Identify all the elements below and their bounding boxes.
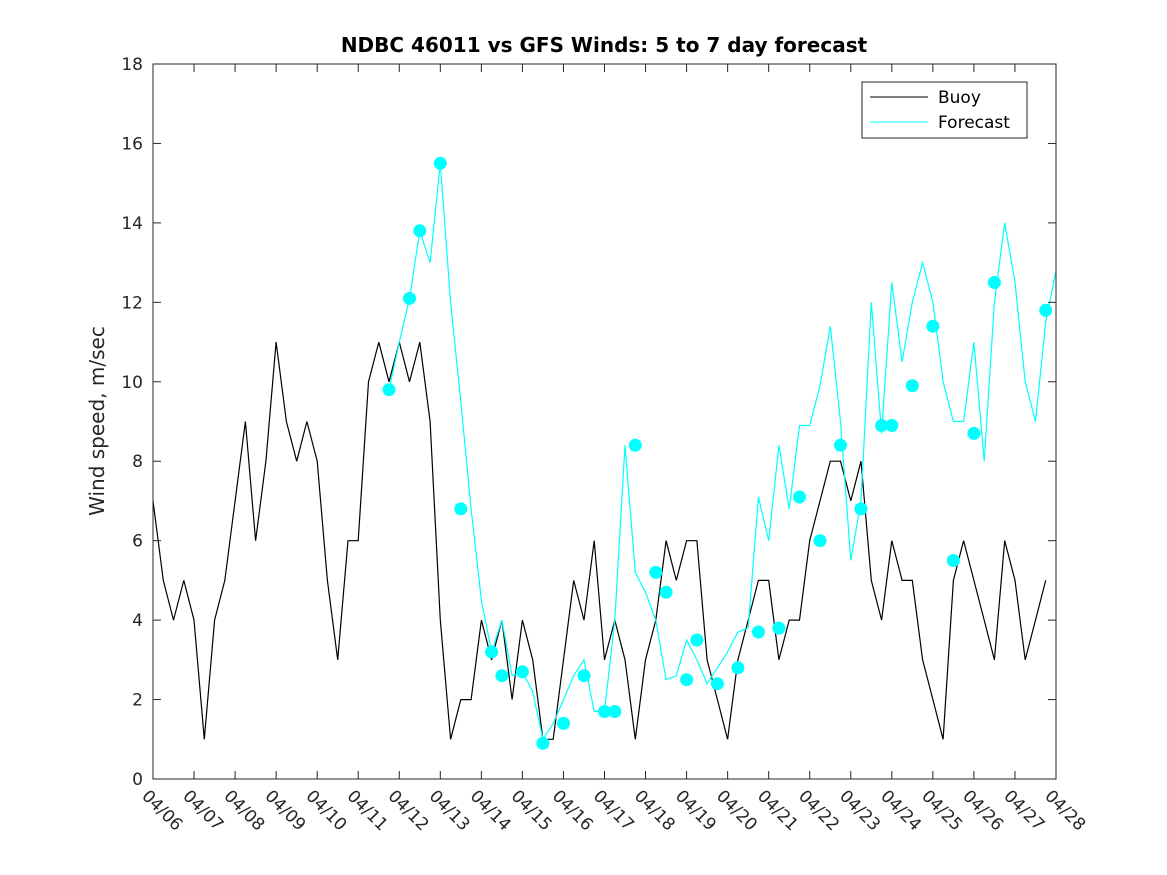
- forecast-markers: [382, 156, 1053, 750]
- y-tick-label: 16: [121, 134, 143, 154]
- forecast-point: [926, 319, 940, 333]
- forecast-point: [495, 669, 509, 683]
- forecast-point: [834, 438, 847, 452]
- y-tick-label: 2: [132, 691, 143, 711]
- forecast-point: [946, 554, 960, 567]
- y-tick-label: 12: [121, 293, 143, 313]
- series-line-forecast: [388, 163, 1057, 741]
- forecast-point: [608, 705, 622, 718]
- y-tick-label: 8: [132, 452, 143, 472]
- forecast-point: [598, 705, 611, 718]
- forecast-point: [813, 534, 827, 548]
- forecast-point: [751, 625, 765, 639]
- chart-title: NDBC 46011 vs GFS Winds: 5 to 7 day fore…: [341, 33, 868, 57]
- forecast-point: [710, 677, 724, 691]
- y-tick-label: 14: [121, 214, 143, 234]
- forecast-point: [557, 716, 570, 730]
- legend: Buoy Forecast: [861, 81, 1028, 139]
- forecast-point: [628, 438, 642, 452]
- forecast-point: [413, 224, 427, 238]
- y-tick-label: 18: [121, 55, 143, 75]
- forecast-point: [793, 490, 806, 504]
- forecast-point: [885, 419, 899, 432]
- forecast-point: [905, 379, 919, 393]
- legend-entry-buoy: Buoy: [938, 88, 981, 108]
- forecast-point: [403, 291, 416, 305]
- plot-series: [152, 163, 1057, 741]
- forecast-point: [649, 565, 663, 579]
- y-axis-label: Wind speed, m/sec: [85, 326, 109, 516]
- forecast-point: [454, 502, 468, 516]
- forecast-point: [680, 673, 694, 687]
- series-line-buoy: [152, 341, 1047, 740]
- forecast-point: [987, 276, 1001, 289]
- forecast-point: [433, 156, 447, 170]
- forecast-point: [485, 645, 499, 659]
- legend-entry-forecast: Forecast: [938, 113, 1010, 133]
- forecast-point: [875, 419, 889, 432]
- forecast-point: [731, 661, 745, 675]
- y-axis: 0 2 4 6 8 10 12 14 16 18: [121, 55, 1056, 790]
- forecast-point: [854, 502, 868, 516]
- forecast-point: [515, 665, 529, 679]
- y-tick-label: 4: [132, 611, 143, 631]
- forecast-point: [382, 383, 396, 397]
- forecast-point: [967, 426, 981, 440]
- forecast-point: [772, 621, 786, 635]
- forecast-point: [659, 585, 673, 599]
- legend-box: [861, 81, 1028, 139]
- y-tick-label: 10: [121, 373, 143, 393]
- forecast-point: [690, 633, 704, 647]
- forecast-point: [536, 736, 550, 750]
- forecast-point: [1039, 303, 1053, 317]
- forecast-point: [577, 669, 591, 683]
- y-tick-label: 6: [132, 532, 143, 552]
- y-tick-label: 0: [132, 770, 143, 790]
